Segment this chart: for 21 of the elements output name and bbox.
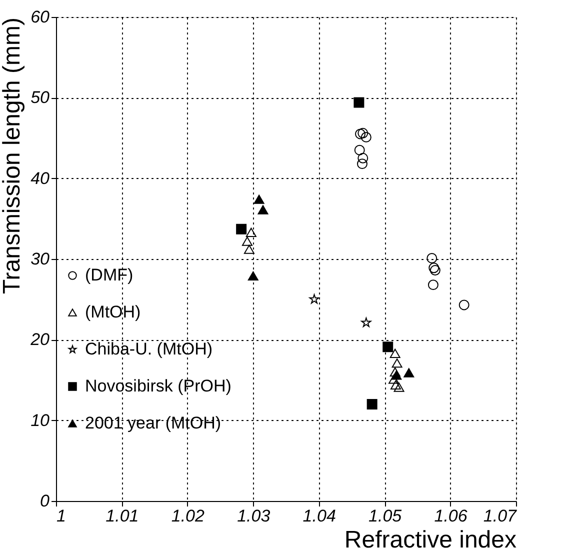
y-axis-title: Transmission length (mm) [0,18,26,294]
x-tick-label: 1.07 [483,506,518,526]
y-tick-label: 10 [30,410,50,430]
legend-label: Chiba-U. (MtOH) [85,340,213,358]
x-tick-label: 1.06 [434,506,468,526]
y-tick-label: 0 [40,492,50,510]
y-tick-label: 40 [30,168,50,188]
x-tick-label: 1.05 [368,506,402,526]
x-tick-label: 1.02 [171,506,206,526]
x-tick-label: 1.04 [302,506,336,526]
legend-label: Novosibirsk (PrOH) [85,376,232,396]
legend-label: (MtOH) [85,302,141,322]
legend-label: (DMF) [85,266,134,284]
y-tick-label: 50 [30,88,50,108]
y-tick-label: 20 [30,330,50,350]
x-tick-label: 1.01 [106,506,139,526]
x-tick-label: 1.03 [237,506,271,526]
y-tick-label: 30 [30,250,50,268]
y-tick-label: 60 [30,8,50,26]
x-tick-label: 1 [56,506,66,526]
x-axis-title: Refractive index [344,526,516,549]
